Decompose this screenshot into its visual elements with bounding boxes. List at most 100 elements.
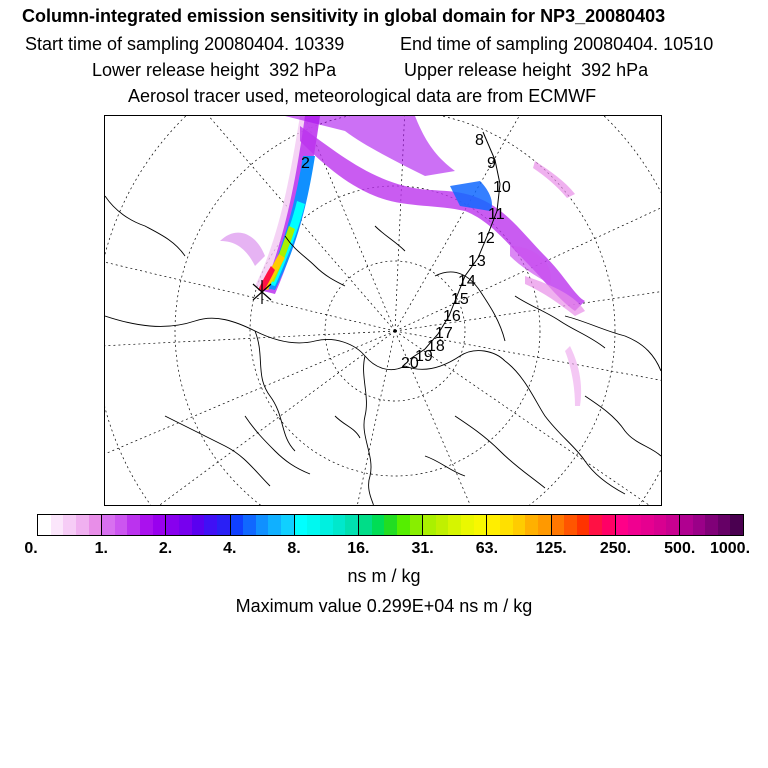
track-label: 16 <box>443 308 461 325</box>
colorbar-tick-label: 250. <box>599 540 632 557</box>
colorbar-swatch <box>692 515 706 535</box>
plot-title: Column-integrated emission sensitivity i… <box>22 6 666 26</box>
colorbar-swatch <box>102 515 115 535</box>
colorbar-swatch <box>679 515 693 535</box>
track-label: 19 <box>415 348 433 365</box>
colorbar-segment <box>38 515 103 535</box>
colorbar-swatch <box>423 515 436 535</box>
colorbar-swatch <box>63 515 76 535</box>
colorbar-swatch <box>281 515 294 535</box>
colorbar-swatch <box>320 515 333 535</box>
colorbar-tick-label: 2. <box>158 540 173 557</box>
emission-plume <box>220 116 585 406</box>
colorbar-segment <box>487 515 552 535</box>
track-label: 13 <box>468 253 486 270</box>
colorbar-swatch <box>384 515 397 535</box>
colorbar-swatch <box>345 515 358 535</box>
colorbar-tick-label: 0. <box>24 540 38 557</box>
track-label: 11 <box>488 206 505 223</box>
colorbar-swatch <box>127 515 141 535</box>
end-time-label: End time of sampling 20080404. 10510 <box>400 34 714 54</box>
colorbar-swatch <box>140 515 153 535</box>
colorbar-swatch <box>487 515 500 535</box>
track-labels: 2 8 9 10 11 12 13 14 15 16 17 18 19 20 <box>301 132 511 372</box>
colorbar-swatch <box>525 515 538 535</box>
track-label: 9 <box>487 155 496 172</box>
colorbar-swatch <box>537 515 551 535</box>
colorbar-swatch <box>666 515 679 535</box>
colorbar-swatch <box>499 515 513 535</box>
polar-map: 2 8 9 10 11 12 13 14 15 16 17 18 19 20 <box>104 115 662 506</box>
colorbar-tick-label: 4. <box>223 540 237 557</box>
colorbar-swatch <box>166 515 180 535</box>
track-label: 12 <box>477 230 495 247</box>
track-label: 17 <box>435 325 453 342</box>
track-label: 8 <box>475 132 484 149</box>
start-time-label: Start time of sampling 20080404. 10339 <box>25 34 345 54</box>
colorbar-swatch <box>730 515 744 535</box>
colorbar-swatch <box>307 515 321 535</box>
colorbar-swatch <box>576 515 590 535</box>
colorbar-segment <box>551 515 616 535</box>
colorbar-swatch <box>332 515 346 535</box>
colorbar-swatch <box>243 515 256 535</box>
colorbar <box>37 514 744 536</box>
colorbar-swatch <box>640 515 654 535</box>
colorbar-swatch <box>371 515 385 535</box>
track-label: 2 <box>301 155 310 172</box>
colorbar-swatch <box>191 515 205 535</box>
colorbar-swatch <box>230 515 244 535</box>
colorbar-tick-label: 16. <box>347 540 370 557</box>
colorbar-swatch <box>204 515 217 535</box>
colorbar-swatch <box>358 515 372 535</box>
trajectory-line <box>409 131 501 360</box>
colorbar-segment <box>358 515 424 535</box>
source-marker <box>252 280 272 304</box>
colorbar-swatch <box>461 515 474 535</box>
colorbar-swatch <box>705 515 718 535</box>
colorbar-swatch <box>512 515 526 535</box>
colorbar-swatch <box>602 515 615 535</box>
colorbar-tick-label: 31. <box>411 540 434 557</box>
colorbar-swatch <box>38 515 51 535</box>
colorbar-tick-label: 8. <box>287 540 301 557</box>
track-label: 18 <box>427 338 445 355</box>
track-label: 10 <box>493 179 511 196</box>
colorbar-swatch <box>435 515 449 535</box>
units-label: ns m / kg <box>347 566 421 586</box>
colorbar-swatch <box>717 515 731 535</box>
colorbar-segment <box>102 515 167 535</box>
colorbar-swatch <box>473 515 487 535</box>
colorbar-swatch <box>216 515 230 535</box>
colorbar-swatch <box>88 515 102 535</box>
track-label: 20 <box>401 355 419 372</box>
upper-height-label: Upper release height 392 hPa <box>404 60 649 80</box>
colorbar-segment <box>230 515 295 535</box>
colorbar-swatch <box>409 515 423 535</box>
colorbar-swatch <box>396 515 410 535</box>
colorbar-swatch <box>75 515 89 535</box>
colorbar-tick-label: 125. <box>535 540 567 557</box>
map-content: 2 8 9 10 11 12 13 14 15 16 17 18 19 20 <box>105 116 661 505</box>
track-label: 14 <box>458 273 476 290</box>
colorbar-swatch <box>114 515 128 535</box>
colorbar-tick-label: 500. <box>664 540 696 557</box>
colorbar-segment <box>679 515 744 535</box>
lower-height-label: Lower release height 392 hPa <box>92 60 337 80</box>
colorbar-swatch <box>615 515 629 535</box>
track-label: 15 <box>451 291 469 308</box>
coastlines <box>105 195 661 505</box>
graticule <box>105 116 661 505</box>
colorbar-swatch <box>628 515 641 535</box>
tracer-info-label: Aerosol tracer used, meteorological data… <box>128 86 597 106</box>
colorbar-swatch <box>152 515 166 535</box>
colorbar-swatch <box>179 515 192 535</box>
colorbar-swatch <box>551 515 565 535</box>
colorbar-segment <box>166 515 231 535</box>
colorbar-swatch <box>653 515 667 535</box>
colorbar-tick-label: 1. <box>94 540 108 557</box>
colorbar-swatch <box>589 515 603 535</box>
colorbar-swatch <box>268 515 282 535</box>
colorbar-tick-label: 63. <box>475 540 499 557</box>
colorbar-swatch <box>255 515 269 535</box>
